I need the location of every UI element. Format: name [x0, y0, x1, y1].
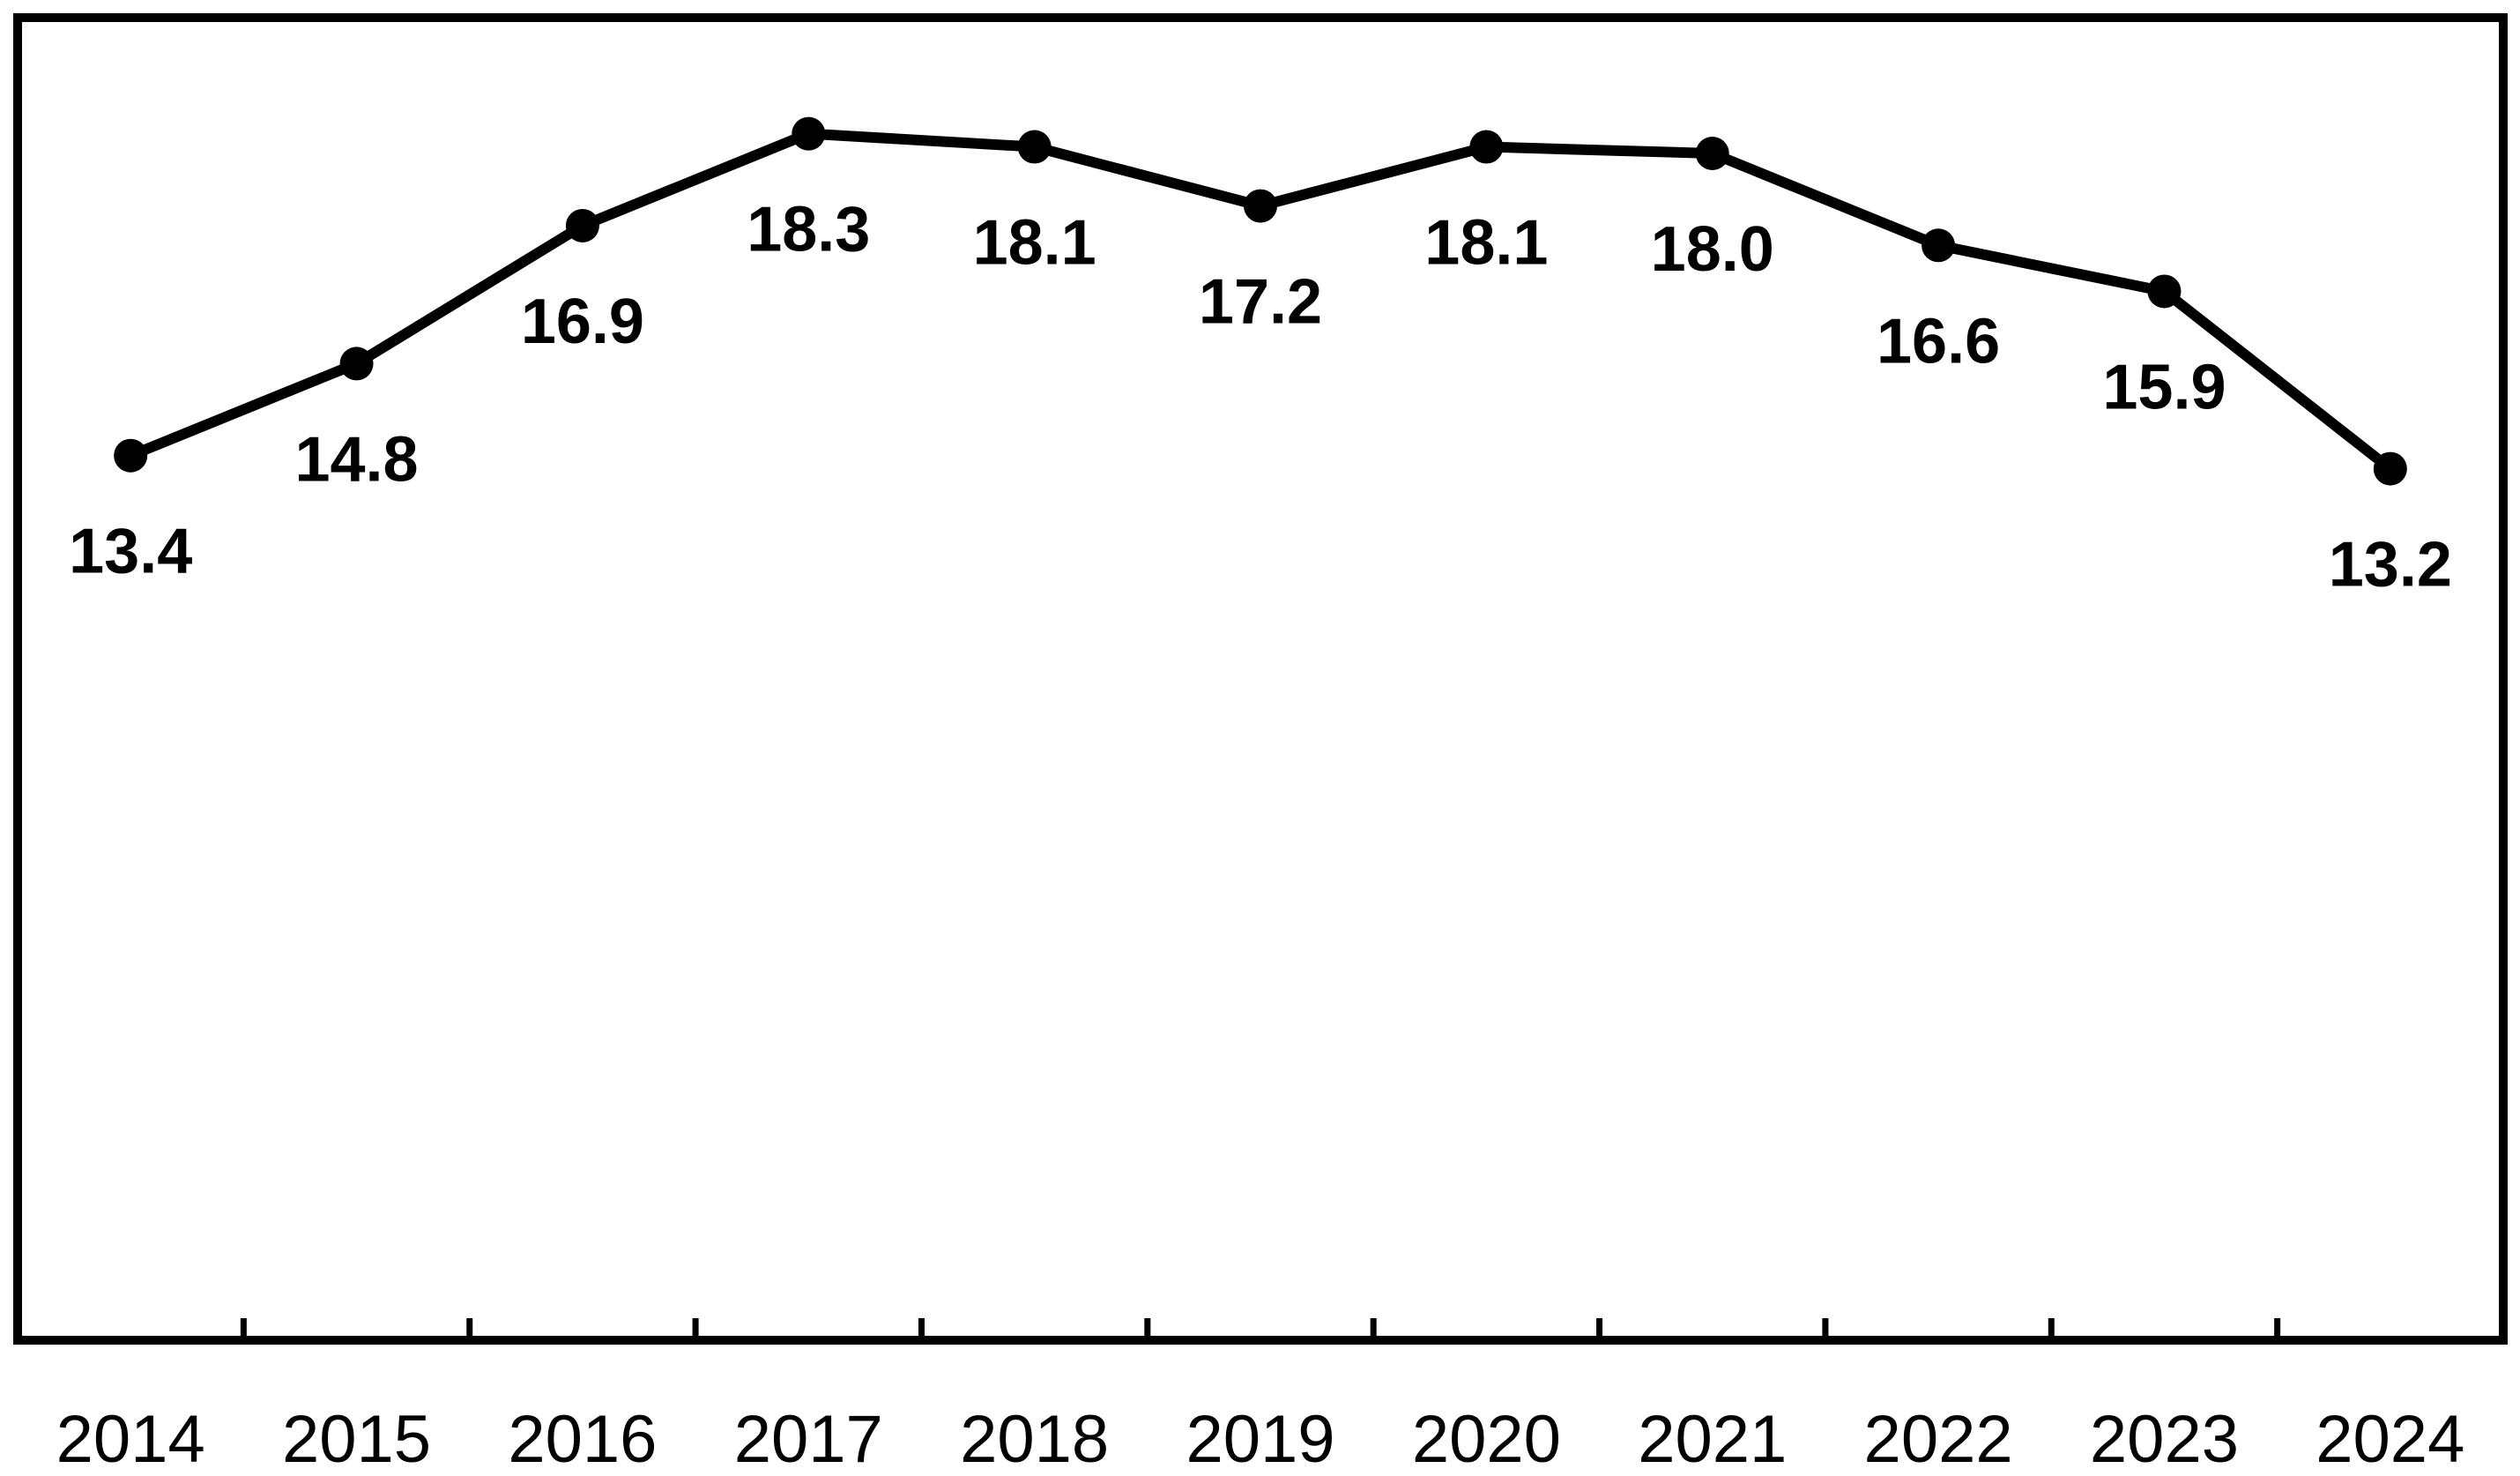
data-point-2019: [1244, 189, 1277, 223]
data-label-2023: 15.9: [2102, 352, 2226, 422]
data-point-2021: [1695, 137, 1729, 170]
x-axis-label-2014: 2014: [56, 1402, 205, 1476]
data-point-2024: [2373, 451, 2407, 486]
x-axis-label-2022: 2022: [1864, 1402, 2013, 1476]
data-label-2021: 18.0: [1651, 214, 1774, 285]
data-point-2017: [792, 116, 826, 151]
data-point-2020: [1469, 130, 1504, 164]
x-axis-label-2018: 2018: [960, 1402, 1109, 1476]
x-axis-label-2015: 2015: [282, 1402, 431, 1476]
data-point-2018: [1017, 130, 1052, 164]
data-label-2015: 14.8: [294, 424, 418, 495]
data-label-2024: 13.2: [2329, 530, 2452, 600]
data-point-2022: [1922, 228, 1956, 263]
x-axis-label-2019: 2019: [1186, 1402, 1334, 1476]
data-label-2017: 18.3: [747, 195, 870, 265]
data-point-2014: [114, 438, 148, 473]
data-label-2018: 18.1: [973, 208, 1096, 279]
data-point-2015: [339, 347, 374, 381]
x-axis-label-2024: 2024: [2316, 1402, 2464, 1476]
x-axis-label-2021: 2021: [1638, 1402, 1787, 1476]
data-label-2020: 18.1: [1424, 208, 1548, 279]
x-axis-label-2016: 2016: [508, 1402, 657, 1476]
data-point-2023: [2147, 274, 2182, 309]
data-label-2022: 16.6: [1877, 306, 2000, 376]
plot-frame: [13, 13, 2508, 1345]
x-axis-label-2017: 2017: [734, 1402, 883, 1476]
data-label-2016: 16.9: [521, 287, 644, 357]
data-label-2014: 13.4: [69, 517, 192, 587]
data-point-2016: [565, 208, 599, 242]
x-axis-label-2020: 2020: [1412, 1402, 1561, 1476]
data-label-2019: 17.2: [1199, 267, 1322, 338]
x-axis-label-2023: 2023: [2090, 1402, 2239, 1476]
